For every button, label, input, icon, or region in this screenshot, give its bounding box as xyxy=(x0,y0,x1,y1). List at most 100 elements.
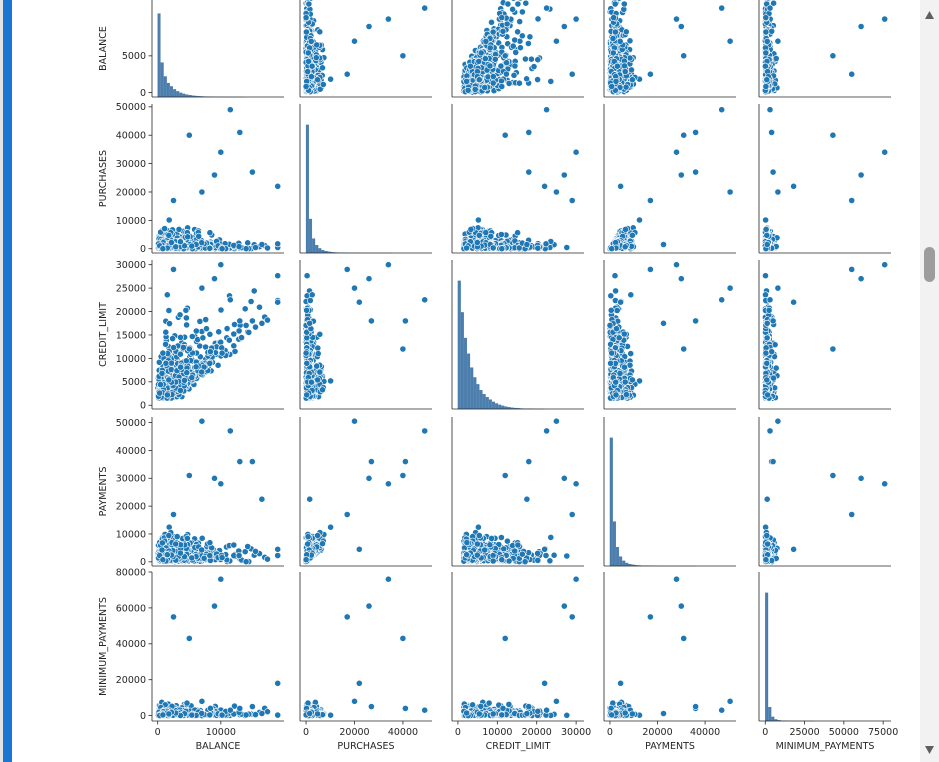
scatter-point xyxy=(236,128,244,136)
scatter-point xyxy=(762,28,770,36)
scatter-point xyxy=(509,42,517,50)
scatter-point xyxy=(501,52,509,60)
scatter-point xyxy=(616,0,623,2)
scatter-point xyxy=(176,238,184,246)
y-tick-label: 5000 xyxy=(122,51,146,62)
scatter-point xyxy=(463,78,470,85)
scatter-point xyxy=(568,70,576,78)
scatter-point xyxy=(206,244,214,252)
histogram-bar xyxy=(173,89,177,98)
scatter-point xyxy=(464,86,472,94)
panel-marks xyxy=(460,0,580,96)
scatter-point xyxy=(647,70,654,78)
scatter-point xyxy=(244,239,252,247)
panel-balance-vs-credit_limit xyxy=(451,0,584,98)
scatter-point xyxy=(626,37,634,45)
scatter-point xyxy=(486,44,494,52)
histogram-bar xyxy=(305,124,309,254)
scatter-point xyxy=(553,37,560,45)
scatter-point xyxy=(165,231,173,239)
scatter-point xyxy=(365,23,373,30)
panel-purchases-vs-purchases xyxy=(299,104,432,254)
panel-balance-vs-purchases xyxy=(299,0,432,98)
scatter-point xyxy=(518,32,526,40)
active-cell-indicator[interactable] xyxy=(3,0,12,762)
scatter-point xyxy=(768,27,776,35)
scatter-point xyxy=(530,63,538,70)
scatter-point xyxy=(765,0,771,2)
scatter-point xyxy=(302,14,310,21)
scatter-point xyxy=(242,245,250,253)
scatter-point xyxy=(763,38,771,45)
scatter-point xyxy=(313,41,321,49)
scatter-point xyxy=(514,0,522,8)
scatter-point xyxy=(522,55,529,63)
scatter-point xyxy=(307,38,315,45)
scatter-point xyxy=(517,0,524,2)
panel-marks xyxy=(302,0,429,96)
scatter-point xyxy=(497,62,505,70)
scatter-point xyxy=(198,239,206,247)
scatter-point xyxy=(319,81,327,88)
panel-marks xyxy=(761,0,889,96)
y-tick-label: 20000 xyxy=(116,187,146,198)
scatter-point xyxy=(489,28,497,36)
scatter-point xyxy=(188,242,196,250)
scatter-point xyxy=(486,62,494,70)
scatter-point xyxy=(305,58,312,65)
scatter-point xyxy=(489,79,497,87)
scatter-point xyxy=(614,62,621,70)
scatter-point xyxy=(489,73,497,80)
scatter-point xyxy=(482,38,490,45)
scatter-point xyxy=(351,37,358,45)
scatter-point xyxy=(248,168,256,176)
scatter-point xyxy=(488,18,495,26)
scatter-point xyxy=(466,62,474,70)
y-tick-label: 10000 xyxy=(116,216,146,227)
scatter-point xyxy=(611,0,619,8)
scatter-point xyxy=(343,70,351,78)
scatter-point xyxy=(534,56,542,64)
scatter-point xyxy=(509,5,516,13)
scatter-point xyxy=(770,0,777,7)
scatter-point xyxy=(316,28,324,36)
scatter-point xyxy=(772,55,780,62)
scatter-point xyxy=(161,225,168,232)
scatter-point xyxy=(305,0,313,8)
scatter-point xyxy=(511,36,519,44)
y-axis-label: BALANCE xyxy=(98,26,109,71)
histogram-bar xyxy=(176,91,180,98)
scatter-point xyxy=(302,83,310,90)
panel-marks xyxy=(157,13,245,98)
scatter-point xyxy=(762,14,770,21)
scatter-point xyxy=(304,49,312,57)
scatter-point xyxy=(526,33,534,41)
cell-gutter xyxy=(0,0,3,762)
scatter-point xyxy=(502,70,510,78)
scatter-point xyxy=(503,59,510,67)
scatter-point xyxy=(305,0,311,2)
histogram-bar xyxy=(179,92,183,98)
scatter-point xyxy=(680,52,688,60)
scatter-point xyxy=(491,55,499,63)
y-axis-label: PURCHASES xyxy=(98,150,109,207)
scatter-point xyxy=(504,0,512,8)
cell-output: 0 5000 BALANCE 0 10000 20000 30000 40000 50000 PU… xyxy=(12,0,920,762)
histogram-bar xyxy=(163,76,167,98)
scatter-point xyxy=(421,4,429,12)
scatter-point xyxy=(514,28,521,36)
scatter-point xyxy=(609,49,617,57)
scatter-point xyxy=(628,66,635,74)
scatter-point xyxy=(857,23,865,30)
scatter-point xyxy=(252,244,259,251)
scatter-point xyxy=(522,0,530,7)
pairplot-figure: 05000BALANCE01000020000300004000050000PU… xyxy=(98,0,898,752)
scatter-point xyxy=(477,49,485,57)
panel-purchases-vs-credit_limit xyxy=(451,104,584,254)
histogram-bar xyxy=(315,244,319,254)
scatter-point xyxy=(774,37,782,45)
scatter-point xyxy=(167,239,175,246)
y-tick-label: 30000 xyxy=(116,159,146,170)
scatter-point xyxy=(608,83,616,90)
scatter-point xyxy=(475,76,483,84)
